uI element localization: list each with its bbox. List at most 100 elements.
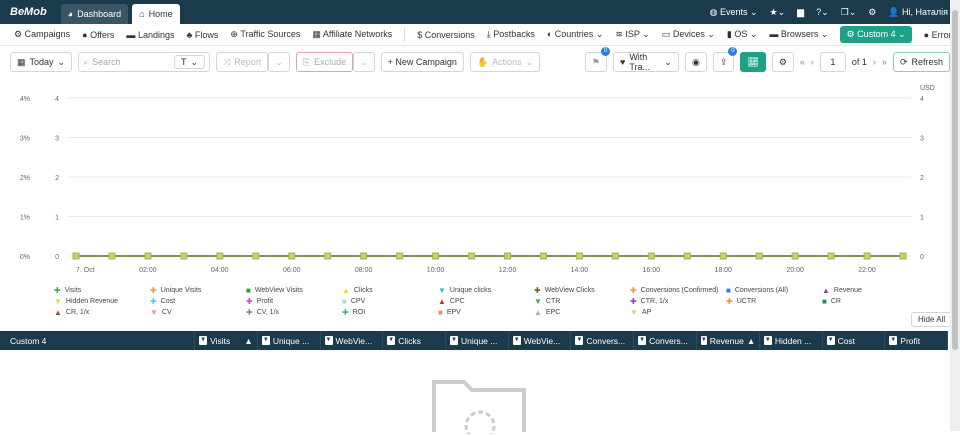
column-header[interactable]: ▼ Hidden ... bbox=[760, 331, 823, 350]
legend-item[interactable]: ✚ WebView Clicks bbox=[534, 286, 630, 295]
copy-icon[interactable]: ❐⌄ bbox=[840, 6, 857, 17]
gear-icon[interactable]: ⚙ bbox=[868, 6, 877, 17]
scrollbar-thumb[interactable] bbox=[952, 10, 958, 350]
data-point[interactable] bbox=[396, 252, 404, 260]
sort-icon[interactable]: ▲ bbox=[746, 335, 756, 346]
data-point[interactable] bbox=[611, 252, 619, 260]
user-menu[interactable]: 👤 Hi, Наталія bbox=[888, 6, 948, 17]
data-point[interactable] bbox=[252, 252, 260, 260]
exclude-button[interactable]: ⎘ Exclude bbox=[295, 52, 354, 72]
legend-item[interactable]: ▲ Clicks bbox=[342, 286, 438, 295]
data-point[interactable] bbox=[144, 252, 152, 260]
legend-item[interactable]: ▲ Revenue bbox=[822, 286, 918, 295]
nav-item-countries[interactable]: ◐ Countries ⌄ bbox=[547, 29, 604, 40]
prev-page-icon[interactable]: ‹ bbox=[810, 57, 814, 67]
filter-icon[interactable]: ▼ bbox=[512, 336, 521, 345]
data-point[interactable] bbox=[324, 252, 332, 260]
filter-icon[interactable]: ▼ bbox=[700, 336, 707, 345]
legend-item[interactable]: ■ WebView Visits bbox=[246, 286, 342, 295]
column-header[interactable]: ▼ WebVie... bbox=[509, 331, 572, 350]
column-header[interactable]: ▼ Convers... bbox=[571, 331, 635, 350]
data-point[interactable] bbox=[108, 252, 116, 260]
next-page-icon[interactable]: › bbox=[872, 57, 876, 67]
data-point[interactable] bbox=[180, 252, 188, 260]
data-point[interactable] bbox=[755, 252, 763, 260]
flag-button[interactable]: ⚑ 0 bbox=[584, 47, 610, 72]
nav-item-affiliate-networks[interactable]: ▦ Affiliate Networks bbox=[312, 29, 392, 40]
refresh-button[interactable]: ⟳ Refresh bbox=[892, 52, 950, 72]
legend-item[interactable]: ✚ UCTR bbox=[726, 297, 822, 306]
column-header[interactable]: ▼ Unique ... bbox=[446, 331, 509, 350]
nav-item-os[interactable]: ▮ OS ⌄ bbox=[727, 29, 758, 40]
data-point[interactable] bbox=[503, 252, 511, 260]
report-button[interactable]: ⤨ Report bbox=[216, 52, 269, 72]
tab-dashboard[interactable]: ◕ Dashboard bbox=[60, 4, 129, 24]
nav-item-campaigns[interactable]: ⚙ Campaigns bbox=[14, 29, 70, 40]
help-icon[interactable]: ?⌄ bbox=[816, 6, 829, 17]
date-range-button[interactable]: ▦ Today ⌄ bbox=[10, 52, 73, 72]
legend-item[interactable]: ■ EPV bbox=[438, 308, 534, 317]
data-point[interactable] bbox=[791, 252, 799, 260]
chart-toggle-button[interactable]: 📈︎ bbox=[740, 52, 766, 72]
first-page-icon[interactable]: « bbox=[799, 57, 805, 67]
data-point[interactable] bbox=[719, 252, 727, 260]
nav-item-devices[interactable]: ▭ Devices ⌄ bbox=[662, 29, 715, 40]
nav-item-offers[interactable]: ● Offers bbox=[82, 30, 114, 40]
data-point[interactable] bbox=[288, 252, 296, 260]
search-input[interactable]: ⌕ Search T ⌄ bbox=[78, 52, 211, 72]
nav-item-errors[interactable]: ● Errors bbox=[924, 30, 956, 40]
data-point[interactable] bbox=[827, 252, 835, 260]
column-header[interactable]: ▼ Convers... bbox=[634, 331, 697, 350]
data-point[interactable] bbox=[863, 252, 871, 260]
bemob-logo[interactable]: BeMob bbox=[10, 6, 47, 18]
legend-item[interactable]: ▼ Hidden Revenue bbox=[54, 297, 150, 306]
column-header[interactable]: ▼ Unique ... bbox=[258, 331, 321, 350]
filter-icon[interactable]: ▼ bbox=[261, 336, 270, 345]
page-input[interactable]: 1 bbox=[819, 52, 846, 72]
nav-item-landings[interactable]: ▬ Landings bbox=[126, 30, 174, 40]
column-header[interactable]: Custom 4 bbox=[0, 331, 196, 350]
legend-item[interactable]: ■ CPV bbox=[342, 297, 438, 306]
legend-item[interactable]: ▲ CR, 1/x bbox=[54, 308, 150, 317]
nav-item-conversions[interactable]: $ Conversions bbox=[417, 30, 475, 40]
legend-item[interactable]: ✚ CV, 1/x bbox=[246, 308, 342, 317]
legend-item[interactable]: ▲ CPC bbox=[438, 297, 534, 306]
sort-icon[interactable]: ▲ bbox=[244, 335, 253, 346]
with-traffic-select[interactable]: ♥ With Tra... ⌄ bbox=[612, 52, 679, 72]
nav-item-traffic-sources[interactable]: ⊕ Traffic Sources bbox=[230, 29, 300, 40]
data-point[interactable] bbox=[647, 252, 655, 260]
legend-item[interactable]: ✚ ROI bbox=[342, 308, 438, 317]
filter-icon[interactable]: ▼ bbox=[575, 336, 584, 345]
filter-icon[interactable]: ▼ bbox=[763, 336, 772, 345]
legend-item[interactable]: ▼ AP bbox=[630, 308, 726, 317]
search-type-select[interactable]: T ⌄ bbox=[174, 55, 206, 69]
legend-item[interactable]: ▼ CV bbox=[150, 308, 246, 317]
tab-home[interactable]: ⌂ Home bbox=[132, 4, 180, 24]
column-header[interactable]: ▼ Clicks bbox=[383, 331, 446, 350]
scrollbar[interactable] bbox=[950, 0, 960, 431]
column-header[interactable]: ▼ Cost bbox=[823, 331, 886, 350]
filter-icon[interactable]: ▼ bbox=[826, 336, 835, 345]
nav-item-postbacks[interactable]: ⤓ Postbacks bbox=[487, 29, 535, 40]
report-dropdown[interactable]: ⌄ bbox=[268, 52, 290, 72]
data-point[interactable] bbox=[432, 252, 440, 260]
filter-icon[interactable]: ▼ bbox=[449, 336, 458, 345]
legend-item[interactable]: ▼ Unique clicks bbox=[438, 286, 534, 295]
nav-item-isp[interactable]: ≋ ISP ⌄ bbox=[615, 29, 649, 40]
data-point[interactable] bbox=[360, 252, 368, 260]
data-point[interactable] bbox=[72, 252, 80, 260]
legend-item[interactable]: ▲ EPC bbox=[534, 308, 630, 317]
data-point[interactable] bbox=[216, 252, 224, 260]
legend-item[interactable]: ■ CR bbox=[822, 297, 918, 306]
exclude-dropdown[interactable]: ⌄ bbox=[353, 52, 375, 72]
filter-icon[interactable]: ▼ bbox=[889, 336, 898, 345]
data-point[interactable] bbox=[539, 252, 547, 260]
data-point[interactable] bbox=[683, 252, 691, 260]
star-icon[interactable]: ★⌄ bbox=[769, 6, 786, 17]
new-campaign-button[interactable]: + New Campaign bbox=[380, 52, 464, 72]
legend-item[interactable]: ▼ CTR bbox=[534, 297, 630, 306]
settings-button[interactable]: ⚙ bbox=[771, 52, 794, 72]
data-point[interactable] bbox=[899, 252, 907, 260]
last-page-icon[interactable]: » bbox=[881, 57, 887, 67]
chat-icon[interactable]: ▆ bbox=[797, 6, 805, 17]
